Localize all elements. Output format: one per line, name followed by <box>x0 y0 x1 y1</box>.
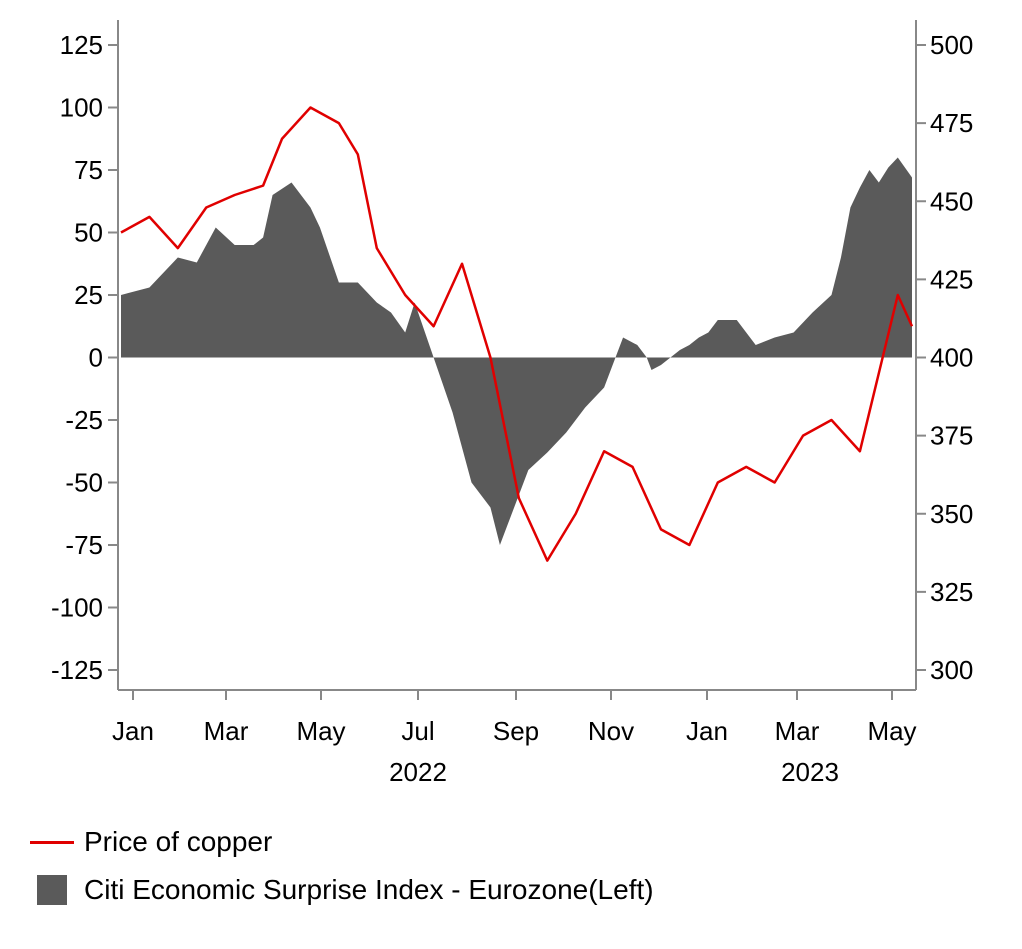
right-tick-label: 475 <box>930 108 973 138</box>
x-month-label: Sep <box>493 716 539 746</box>
left-tick-label: 50 <box>74 218 103 248</box>
right-tick-label: 325 <box>930 577 973 607</box>
left-tick-label: -75 <box>65 530 103 560</box>
right-tick-label: 500 <box>930 30 973 60</box>
left-tick-label: 0 <box>89 343 103 373</box>
surprise-index-swatch <box>37 875 67 905</box>
left-tick-label: 100 <box>60 93 103 123</box>
right-tick-label: 350 <box>930 499 973 529</box>
x-month-label: Jan <box>112 716 154 746</box>
legend-label-surprise-index: Citi Economic Surprise Index - Eurozone(… <box>84 874 654 905</box>
right-tick-label: 300 <box>930 655 973 685</box>
x-year-label: 2023 <box>781 757 839 787</box>
left-tick-label: -125 <box>51 655 103 685</box>
copper-price-line <box>120 106 914 562</box>
legend-item-copper: Price of copper <box>30 818 654 866</box>
right-tick-label: 400 <box>930 343 973 373</box>
copper-line-swatch <box>30 840 74 844</box>
left-tick-label: -25 <box>65 405 103 435</box>
x-month-label: May <box>296 716 345 746</box>
x-month-label: Mar <box>775 716 820 746</box>
x-month-label: Mar <box>204 716 249 746</box>
left-tick-label: 125 <box>60 30 103 60</box>
right-tick-label: 425 <box>930 264 973 294</box>
legend-item-surprise-index: Citi Economic Surprise Index - Eurozone(… <box>30 866 654 914</box>
x-month-label: Jul <box>401 716 434 746</box>
x-year-label: 2022 <box>389 757 447 787</box>
left-tick-label: -50 <box>65 468 103 498</box>
right-tick-label: 450 <box>930 186 973 216</box>
legend-label-copper: Price of copper <box>84 826 273 857</box>
x-month-label: Nov <box>588 716 634 746</box>
x-month-label: Jan <box>686 716 728 746</box>
x-month-label: May <box>867 716 916 746</box>
left-tick-label: -100 <box>51 593 103 623</box>
right-tick-label: 375 <box>930 421 973 451</box>
left-tick-label: 25 <box>74 280 103 310</box>
legend: Price of copper Citi Economic Surprise I… <box>30 818 654 914</box>
chart: 125 100 75 50 25 0 -25 -50 -75 -100 -125 500 475 450… <box>51 20 973 787</box>
surprise-index-area <box>121 157 912 545</box>
left-tick-label: 75 <box>74 155 103 185</box>
